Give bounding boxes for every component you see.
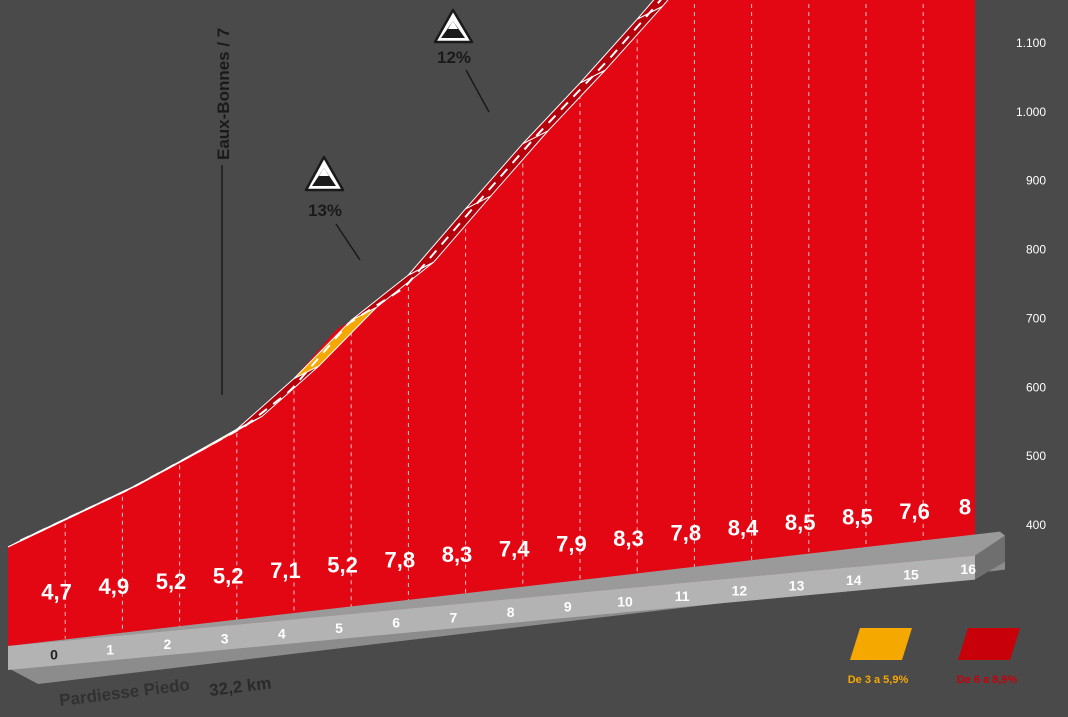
altitude-tick-label: 400 <box>1026 518 1046 532</box>
gradient-labels: 4,7 4,9 5,2 5,2 7,1 5,2 7,8 8,3 7,4 7,9 8,3 7,8 8,4 8… <box>41 495 971 605</box>
gradient-label: 4,9 <box>99 574 130 599</box>
km-label: 4 <box>278 625 286 641</box>
legend-swatch-yellow <box>850 628 912 660</box>
km-label: 7 <box>450 609 458 625</box>
road-surface <box>7 0 669 548</box>
distance-base <box>8 531 1005 684</box>
km-label: 3 <box>221 631 229 647</box>
gradient-label: 8,3 <box>442 542 473 567</box>
gradient-label: 8,5 <box>842 505 873 530</box>
gradient-label: 5,2 <box>327 553 358 578</box>
gradient-label: 7,8 <box>385 547 416 572</box>
gradient-label: 8 <box>959 495 971 520</box>
annotation-label: 12% <box>437 48 471 67</box>
mountain-summit-icon <box>304 155 345 192</box>
altitude-axis: 400 500 600 700 800 900 1.000 1.100 <box>1016 36 1046 532</box>
legend-label-yellow: De 3 a 5,9% <box>848 674 909 686</box>
altitude-tick-label: 700 <box>1026 311 1046 325</box>
altitude-tick-label: 600 <box>1026 380 1046 394</box>
place-label: Eaux-Bonnes / 7 <box>214 28 233 160</box>
gradient-label: 8,4 <box>728 515 759 540</box>
km-label: 0 <box>50 647 58 663</box>
altitude-tick-label: 1.100 <box>1016 36 1046 50</box>
gradient-label: 7,6 <box>899 499 930 524</box>
legend-label-red: De 6 a 8,9% <box>957 674 1018 686</box>
base-end <box>975 535 1005 580</box>
footer-place-label: Pardiesse Piedo <box>58 675 191 710</box>
km-label: 10 <box>617 593 633 609</box>
gradient-label: 5,2 <box>213 563 244 588</box>
km-labels: 0 1 2 3 4 5 6 7 8 9 10 11 12 13 14 15 16 <box>50 561 976 662</box>
profile-body <box>8 0 975 665</box>
total-distance-label: 32,2 km <box>208 674 272 700</box>
km-label: 9 <box>564 599 572 615</box>
altitude-tick-label: 900 <box>1026 174 1046 188</box>
km-label: 13 <box>789 577 805 593</box>
legend: De 3 a 5,9% De 6 a 8,9% <box>848 628 1020 686</box>
km-label: 12 <box>732 583 748 599</box>
surface-centerline <box>19 0 662 542</box>
km-label: 8 <box>507 604 515 620</box>
gradient-label: 7,4 <box>499 537 530 562</box>
gradient-label: 7,1 <box>270 558 301 583</box>
base-top <box>8 531 1005 646</box>
altitude-tick-label: 500 <box>1026 449 1046 463</box>
profile-area <box>8 0 975 646</box>
mountain-summit-icon <box>433 8 474 44</box>
legend-swatch-red <box>958 628 1020 660</box>
km-dividers <box>64 4 924 639</box>
km-label: 6 <box>392 615 400 631</box>
base-front <box>8 555 975 670</box>
km-label: 16 <box>960 561 976 577</box>
gradient-label: 7,9 <box>556 531 587 556</box>
gradient-label: 8,3 <box>613 526 644 551</box>
gradient-label: 8,5 <box>785 510 816 535</box>
altitude-tick-label: 800 <box>1026 243 1046 257</box>
km-label: 15 <box>903 567 919 583</box>
gradient-label: 5,2 <box>156 569 187 594</box>
km-label: 14 <box>846 572 862 588</box>
km-label: 2 <box>164 636 172 652</box>
altitude-tick-label: 1.000 <box>1016 105 1046 119</box>
annotation-13: 13% <box>304 155 361 261</box>
gradient-label: 7,8 <box>671 521 702 546</box>
km-label: 1 <box>106 641 114 657</box>
km-label: 5 <box>335 620 343 636</box>
km-label: 11 <box>675 588 690 604</box>
annotation-12: 12% <box>433 8 490 113</box>
annotation-label: 13% <box>308 201 342 220</box>
gradient-label: 4,7 <box>41 579 72 604</box>
